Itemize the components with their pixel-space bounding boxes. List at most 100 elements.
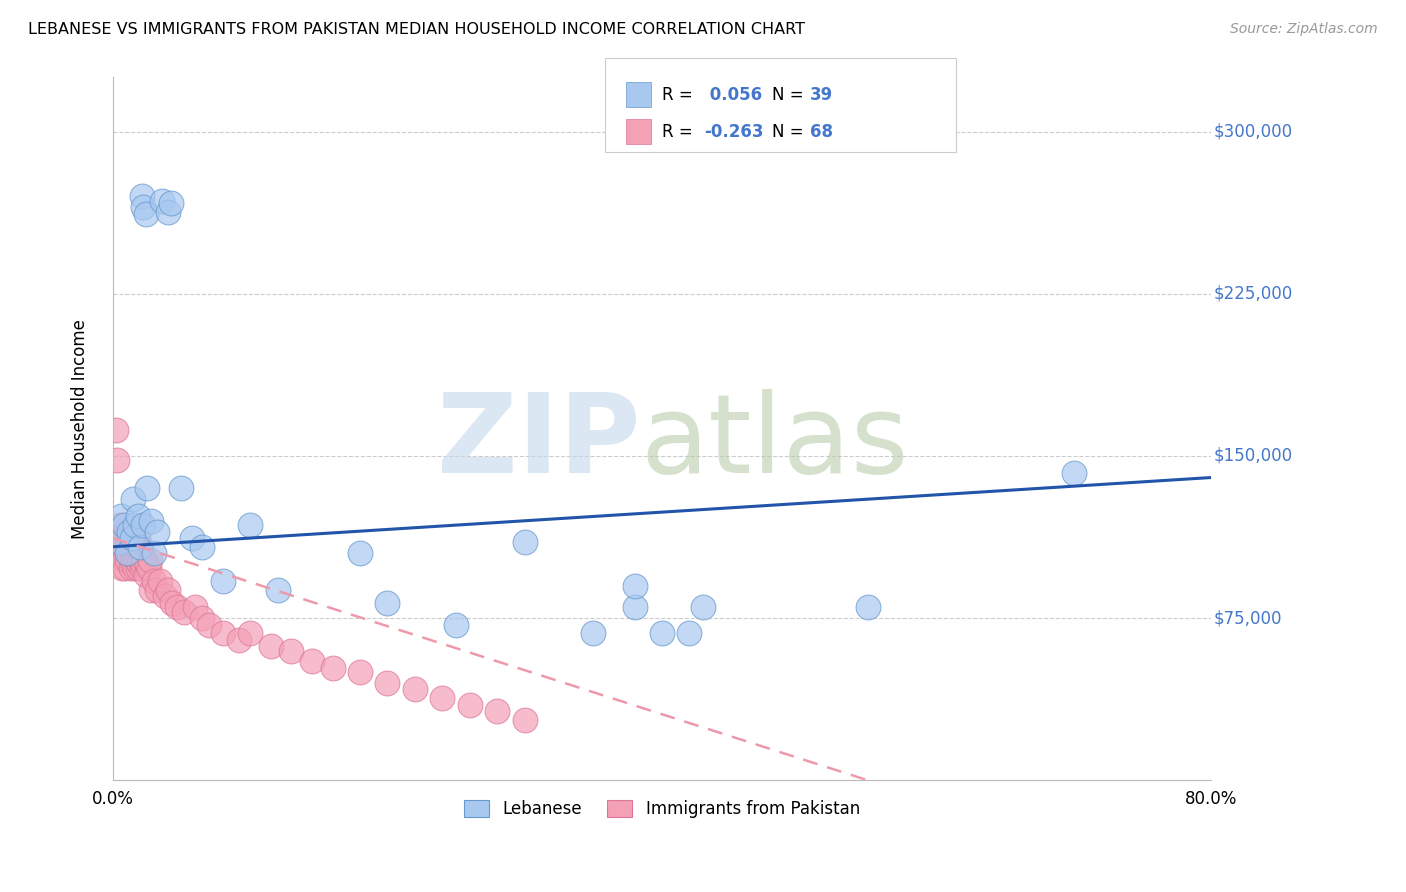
Point <box>191 611 214 625</box>
Point <box>129 552 152 566</box>
Point <box>141 514 163 528</box>
Point <box>692 600 714 615</box>
Point <box>513 713 536 727</box>
Point <box>377 596 399 610</box>
Text: 0.056: 0.056 <box>704 86 762 103</box>
Point <box>118 524 141 539</box>
Text: R =: R = <box>662 86 699 103</box>
Point <box>131 546 153 560</box>
Point <box>112 524 135 539</box>
Point <box>108 540 131 554</box>
Point <box>153 590 176 604</box>
Text: 68: 68 <box>810 123 832 141</box>
Point <box>228 632 250 647</box>
Point <box>486 704 509 718</box>
Point <box>143 574 166 589</box>
Point <box>120 540 142 554</box>
Point <box>349 546 371 560</box>
Point <box>139 552 162 566</box>
Point <box>107 524 129 539</box>
Point <box>1063 466 1085 480</box>
Point <box>114 561 136 575</box>
Text: N =: N = <box>772 86 808 103</box>
Text: atlas: atlas <box>640 390 908 497</box>
Text: N =: N = <box>772 123 808 141</box>
Text: R =: R = <box>662 123 699 141</box>
Point <box>105 453 128 467</box>
Text: $225,000: $225,000 <box>1213 285 1292 302</box>
Point <box>135 567 157 582</box>
Point <box>181 531 204 545</box>
Point <box>127 509 149 524</box>
Legend: Lebanese, Immigrants from Pakistan: Lebanese, Immigrants from Pakistan <box>457 793 866 825</box>
Point <box>128 546 150 560</box>
Point <box>377 676 399 690</box>
Point <box>120 561 142 575</box>
Point <box>132 200 155 214</box>
Point <box>122 492 145 507</box>
Point <box>111 540 134 554</box>
Point <box>301 654 323 668</box>
Point <box>138 561 160 575</box>
Point <box>404 682 426 697</box>
Point <box>115 546 138 560</box>
Point <box>160 596 183 610</box>
Point <box>136 557 159 571</box>
Point <box>513 535 536 549</box>
Point <box>156 204 179 219</box>
Text: 39: 39 <box>810 86 834 103</box>
Point <box>623 579 645 593</box>
Point <box>131 189 153 203</box>
Point <box>135 207 157 221</box>
Point <box>349 665 371 680</box>
Point <box>458 698 481 712</box>
Point <box>129 540 152 554</box>
Point <box>266 582 288 597</box>
Point <box>115 531 138 545</box>
Point <box>280 643 302 657</box>
Point <box>141 582 163 597</box>
Text: LEBANESE VS IMMIGRANTS FROM PAKISTAN MEDIAN HOUSEHOLD INCOME CORRELATION CHART: LEBANESE VS IMMIGRANTS FROM PAKISTAN MED… <box>28 22 806 37</box>
Point <box>127 531 149 545</box>
Point <box>125 540 148 554</box>
Point <box>239 518 262 533</box>
Point <box>134 552 156 566</box>
Point <box>184 600 207 615</box>
Point <box>146 582 169 597</box>
Point <box>121 531 143 545</box>
Point <box>166 600 188 615</box>
Point <box>124 561 146 575</box>
Text: ZIP: ZIP <box>437 390 640 497</box>
Point <box>125 552 148 566</box>
Point <box>128 557 150 571</box>
Point <box>651 626 673 640</box>
Point <box>129 540 152 554</box>
Point <box>146 524 169 539</box>
Point <box>115 552 138 566</box>
Point <box>170 481 193 495</box>
Point <box>112 552 135 566</box>
Point <box>108 535 131 549</box>
Point <box>118 546 141 560</box>
Point <box>110 531 132 545</box>
Point <box>623 600 645 615</box>
Point <box>121 546 143 560</box>
Point <box>582 626 605 640</box>
Point <box>110 546 132 560</box>
Y-axis label: Median Household Income: Median Household Income <box>72 319 89 539</box>
Point <box>118 524 141 539</box>
Point <box>112 518 135 533</box>
Point <box>260 639 283 653</box>
Point <box>173 605 195 619</box>
Point <box>856 600 879 615</box>
Point <box>136 481 159 495</box>
Point <box>122 535 145 549</box>
Point <box>104 423 127 437</box>
Point <box>321 661 343 675</box>
Point <box>239 626 262 640</box>
Text: Source: ZipAtlas.com: Source: ZipAtlas.com <box>1230 22 1378 37</box>
Point <box>132 557 155 571</box>
Point <box>148 574 170 589</box>
Point <box>122 557 145 571</box>
Point <box>127 561 149 575</box>
